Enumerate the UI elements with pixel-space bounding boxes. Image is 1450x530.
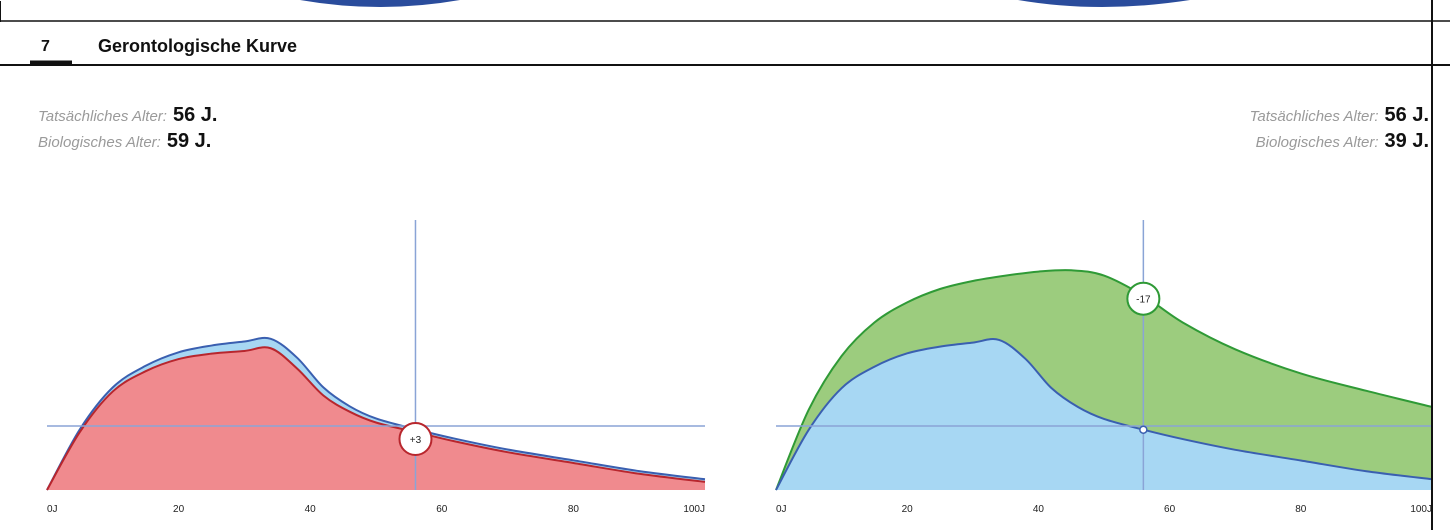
bio-age-value: 59 J.: [166, 130, 212, 152]
left-x-tick-label: 0J: [47, 504, 58, 515]
bio-age-label: Biologisches Alter:: [38, 134, 161, 151]
actual-age-value: 56 J.: [172, 104, 218, 126]
left-series-0-line: [46, 336, 706, 491]
right-series-1-line: [775, 338, 1433, 491]
left-x-tick-label: 20: [173, 504, 185, 515]
left-x-tick-label: 60: [436, 504, 448, 515]
actual-age-value: 56 J.: [1384, 104, 1429, 126]
section-header-rule: [0, 22, 1450, 66]
actual-age-label: Tatsächliches Alter:: [38, 108, 167, 125]
left-age-block: Tatsächliches Alter: 56 J. Biologisches A…: [38, 104, 217, 156]
right-age-block: Tatsächliches Alter: 56 J. Biologisches A…: [1250, 104, 1429, 156]
top-rule: [0, 0, 1450, 22]
right-series-0-line: [775, 269, 1433, 491]
right-x-tick-label: 0J: [776, 504, 787, 515]
right-x-tick-label: 80: [1295, 504, 1307, 515]
section-number: 7: [41, 38, 50, 55]
left-series-1-area: [47, 347, 705, 490]
left-x-tick-label: 100J: [683, 504, 705, 515]
left-x-tick-label: 80: [568, 504, 580, 515]
left-x-tick-label: 40: [305, 504, 317, 515]
left-difference-label: +3: [410, 435, 422, 446]
decorative-shape-left: [300, 0, 460, 7]
right-series-1-area: [776, 339, 1432, 490]
right-x-tick-label: 100J: [1410, 504, 1432, 515]
left-difference-marker: [398, 422, 433, 456]
right-difference-label: -17: [1136, 295, 1151, 306]
actual-age-label: Tatsächliches Alter:: [1249, 108, 1379, 125]
section-title: Gerontologische Kurve: [98, 36, 298, 56]
bio-age-value: 39 J.: [1384, 130, 1429, 152]
right-x-tick-label: 60: [1164, 504, 1176, 515]
right-difference-marker: [1126, 281, 1161, 316]
right-intersection-point: [1139, 425, 1148, 434]
decorative-shape-right: [1018, 0, 1190, 7]
bio-age-label: Biologisches Alter:: [1255, 134, 1379, 151]
left-series-1-line: [46, 346, 706, 491]
right-x-tick-label: 40: [1033, 504, 1045, 515]
right-x-tick-label: 20: [902, 504, 914, 515]
